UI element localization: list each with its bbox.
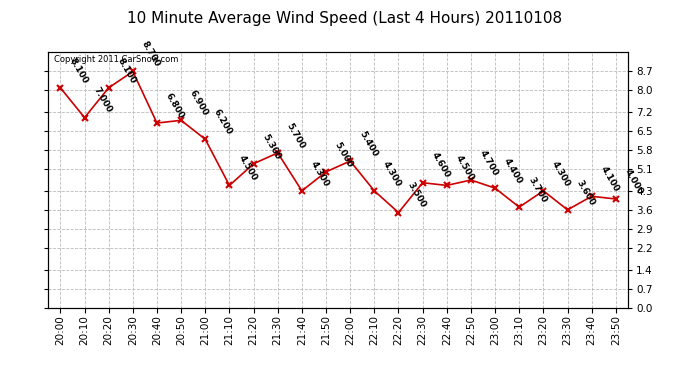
Text: 4.100: 4.100 (599, 165, 620, 194)
Text: 4.000: 4.000 (623, 167, 644, 196)
Text: 3.700: 3.700 (526, 176, 548, 204)
Text: 5.300: 5.300 (261, 132, 282, 161)
Text: 4.700: 4.700 (478, 148, 500, 177)
Text: 3.600: 3.600 (575, 178, 596, 207)
Text: Copyright 2011 CarSnow.com: Copyright 2011 CarSnow.com (54, 55, 179, 64)
Text: 6.900: 6.900 (188, 88, 210, 117)
Text: 8.100: 8.100 (68, 56, 89, 85)
Text: 3.500: 3.500 (406, 181, 427, 210)
Text: 10 Minute Average Wind Speed (Last 4 Hours) 20110108: 10 Minute Average Wind Speed (Last 4 Hou… (128, 11, 562, 26)
Text: 4.300: 4.300 (309, 159, 331, 188)
Text: 4.300: 4.300 (551, 159, 572, 188)
Text: 4.500: 4.500 (454, 154, 475, 183)
Text: 5.400: 5.400 (357, 129, 379, 158)
Text: 7.000: 7.000 (92, 86, 113, 115)
Text: 4.600: 4.600 (430, 151, 451, 180)
Text: 6.200: 6.200 (213, 108, 234, 136)
Text: 8.700: 8.700 (140, 40, 161, 69)
Text: 5.700: 5.700 (285, 121, 306, 150)
Text: 4.500: 4.500 (237, 154, 258, 183)
Text: 8.100: 8.100 (116, 56, 137, 85)
Text: 4.400: 4.400 (502, 156, 524, 185)
Text: 4.300: 4.300 (382, 159, 403, 188)
Text: 5.000: 5.000 (333, 140, 355, 169)
Text: 6.800: 6.800 (164, 92, 186, 120)
